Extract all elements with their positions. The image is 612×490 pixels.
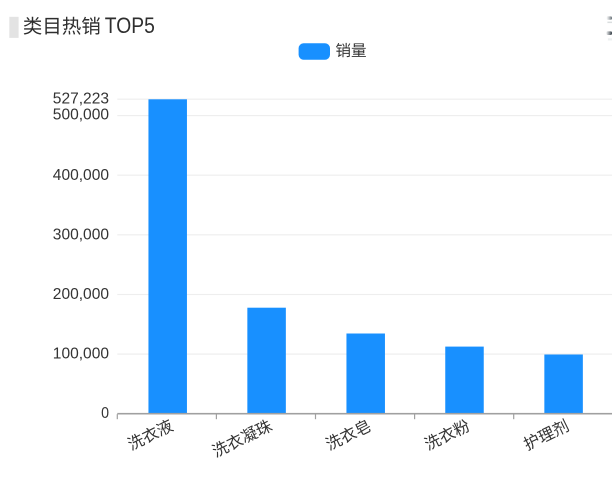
svg-text:100,000: 100,000	[53, 346, 109, 363]
svg-text:500,000: 500,000	[53, 106, 109, 123]
svg-text:0: 0	[101, 405, 109, 422]
svg-text:200,000: 200,000	[53, 286, 109, 303]
svg-text:300,000: 300,000	[53, 226, 109, 243]
svg-text:527,223: 527,223	[53, 90, 109, 107]
svg-text:400,000: 400,000	[53, 167, 109, 184]
svg-text:TOP5: TOP5	[105, 13, 155, 38]
